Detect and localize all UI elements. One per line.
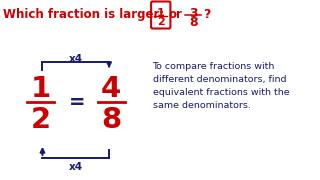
Text: 8: 8 [189,16,197,29]
Text: or: or [169,8,183,21]
FancyBboxPatch shape [151,1,170,28]
Text: different denominators, find: different denominators, find [153,75,286,84]
Text: 4: 4 [101,75,121,103]
Text: 2: 2 [157,17,164,27]
Text: To compare fractions with: To compare fractions with [153,62,275,71]
Text: 2: 2 [30,106,51,134]
Text: =: = [69,93,85,112]
Text: 1: 1 [157,8,164,18]
Text: 1: 1 [30,75,51,103]
Text: ?: ? [203,8,210,21]
Text: x4: x4 [69,162,83,172]
Text: equivalent fractions with the: equivalent fractions with the [153,88,289,97]
Text: same denominators.: same denominators. [153,101,251,110]
Text: 8: 8 [101,106,121,134]
Text: 3: 3 [189,7,197,20]
Text: x4: x4 [69,54,83,64]
Text: Which fraction is larger:: Which fraction is larger: [3,8,164,21]
